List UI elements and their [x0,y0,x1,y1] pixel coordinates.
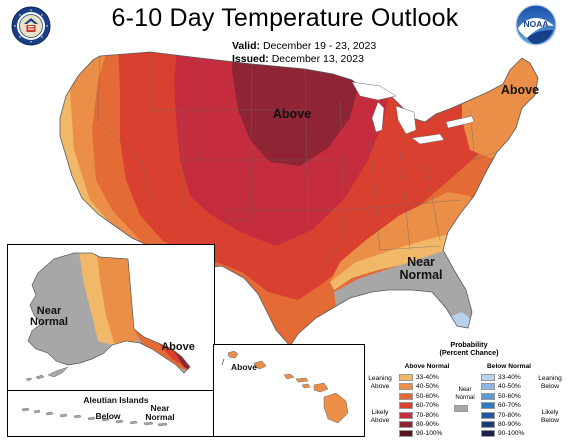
legend-below-swatch-3 [481,402,495,410]
legend-above-swatch-0 [399,374,413,381]
legend-below-range-1: 40-50% [498,383,521,391]
hawaii-inset [213,344,365,437]
valid-dates: Valid: December 19 - 23, 2023 [232,40,376,52]
alaska-inset [7,244,215,392]
legend-below-range-3: 60-70% [498,402,521,410]
legend-above-swatch-4 [399,411,413,419]
legend-leaning-above: Leaning Above [368,375,392,390]
legend-above-swatch-6 [399,430,413,438]
legend-above-range-1: 40-50% [416,383,439,391]
noaa-logo-icon: NOAA [515,4,557,46]
legend-likely-above: Likely Above [370,409,390,424]
valid-value: December 19 - 23, 2023 [262,40,377,52]
legend-below-swatch-0 [481,374,495,381]
label-above-hawaii: Above [231,362,257,372]
legend-above-swatch-5 [399,421,413,428]
legend-above-range-0: 33-40% [416,374,439,381]
legend-likely-below: Likely Below [541,409,559,424]
legend-title: Probability (Percent Chance) [439,340,499,357]
page-title: 6-10 Day Temperature Outlook [111,4,459,32]
legend-below-swatch-4 [481,411,495,419]
label-aleutian-islands: Aleutian Islands [83,395,149,405]
label-aleutian-near-normal: Near Normal [145,403,175,422]
aleutian-inset [7,390,215,437]
legend-below-range-2: 50-60% [498,392,521,400]
legend-above-swatch-3 [399,402,413,410]
legend-near-normal-label: Near Normal [455,387,475,401]
alaska-map [25,252,191,382]
legend-above-range-4: 70-80% [416,411,439,419]
legend-below-range-6: 90-100% [498,430,525,438]
legend-below-range-5: 80-90% [498,421,521,428]
issued-label: Issued: [232,53,269,65]
legend-below-range-0: 33-40% [498,374,521,381]
legend-below-swatch-2 [481,392,495,400]
legend-below-swatch-1 [481,383,495,391]
valid-label: Valid: [232,40,261,52]
label-above-alaska: Above [161,341,195,353]
legend-above-range-6: 90-100% [416,430,443,438]
probability-legend: Probability (Percent Chance) Above Norma… [363,338,570,441]
legend-above-swatch-1 [399,383,413,391]
label-above-central: Above [272,107,312,121]
legend-below-swatch-5 [481,421,495,428]
legend-below-range-4: 70-80% [498,411,521,419]
legend-above-swatch-2 [399,392,413,400]
label-aleutian-below: Below [95,411,121,421]
label-above-northeast: Above [500,83,540,97]
noaa-logo-text: NOAA [523,19,548,29]
aleutian-map [21,407,168,427]
issued-value: December 13, 2023 [271,53,364,65]
legend-above-range-3: 60-70% [416,402,439,410]
legend-near-normal-swatch [454,405,468,412]
issued-date: Issued: December 13, 2023 [232,53,364,65]
commerce-seal-icon [11,6,51,46]
label-near-normal-southeast: Near Normal [399,255,443,282]
legend-above-header: Above Normal [404,363,450,370]
legend-below-header: Below Normal [487,363,531,370]
legend-above-range-5: 80-90% [416,421,439,428]
legend-below-swatch-6 [481,430,495,438]
legend-leaning-below: Leaning Below [538,375,562,390]
label-near-normal-alaska: Near Normal [30,305,68,328]
legend-above-range-2: 50-60% [416,392,439,400]
hawaii-map [221,350,349,424]
